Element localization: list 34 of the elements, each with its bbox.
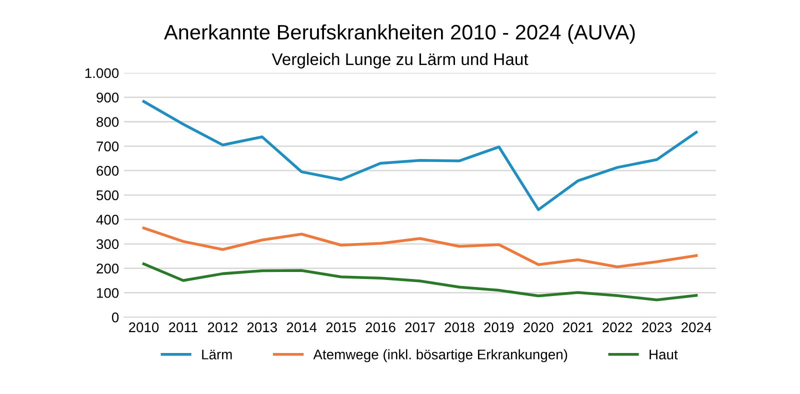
line-series [142, 100, 698, 212]
chart-subtitle: Vergleich Lunge zu Lärm und Haut [272, 52, 528, 68]
legend-label: Atemwege (inkl. bösartige Erkrankungen) [313, 349, 568, 362]
y-tick-label: 500 [96, 190, 119, 200]
x-tick-label: 2024 [682, 322, 712, 332]
x-tick-label: 2023 [642, 322, 672, 332]
y-tick-label: 100 [97, 288, 119, 298]
y-tick-label: 700 [96, 142, 119, 152]
legend-label: Lärm [202, 350, 232, 360]
x-tick-label: 2010 [128, 322, 159, 332]
chart-title: Anerkannte Berufskrankheiten 2010 - 2024 (AUVA) [164, 24, 635, 44]
x-tick-label: 2011 [168, 322, 198, 332]
y-tick-label: 800 [96, 117, 119, 127]
y-tick-label: 400 [96, 214, 119, 225]
line-series [142, 226, 698, 268]
x-tick-label: 2012 [208, 322, 238, 332]
y-tick-label: 600 [96, 166, 119, 176]
legend-label: Haut [650, 350, 678, 360]
x-tick-label: 2020 [524, 322, 554, 332]
x-tick-label: 2019 [484, 322, 514, 332]
y-tick-label: 200 [96, 264, 119, 274]
x-tick-label: 2016 [366, 322, 396, 332]
x-tick-label: 2017 [405, 322, 435, 332]
y-tick-label: 1.000 [85, 68, 119, 78]
y-tick-label: 0 [112, 312, 119, 322]
y-tick-label: 300 [96, 239, 119, 250]
x-tick-label: 2018 [444, 322, 474, 332]
line-series [142, 262, 698, 302]
x-tick-label: 2014 [286, 322, 317, 332]
x-tick-label: 2022 [602, 322, 632, 332]
x-tick-label: 2015 [326, 322, 356, 332]
y-tick-label: 900 [96, 92, 119, 102]
x-tick-label: 2021 [563, 322, 593, 332]
x-tick-label: 2013 [247, 322, 277, 332]
